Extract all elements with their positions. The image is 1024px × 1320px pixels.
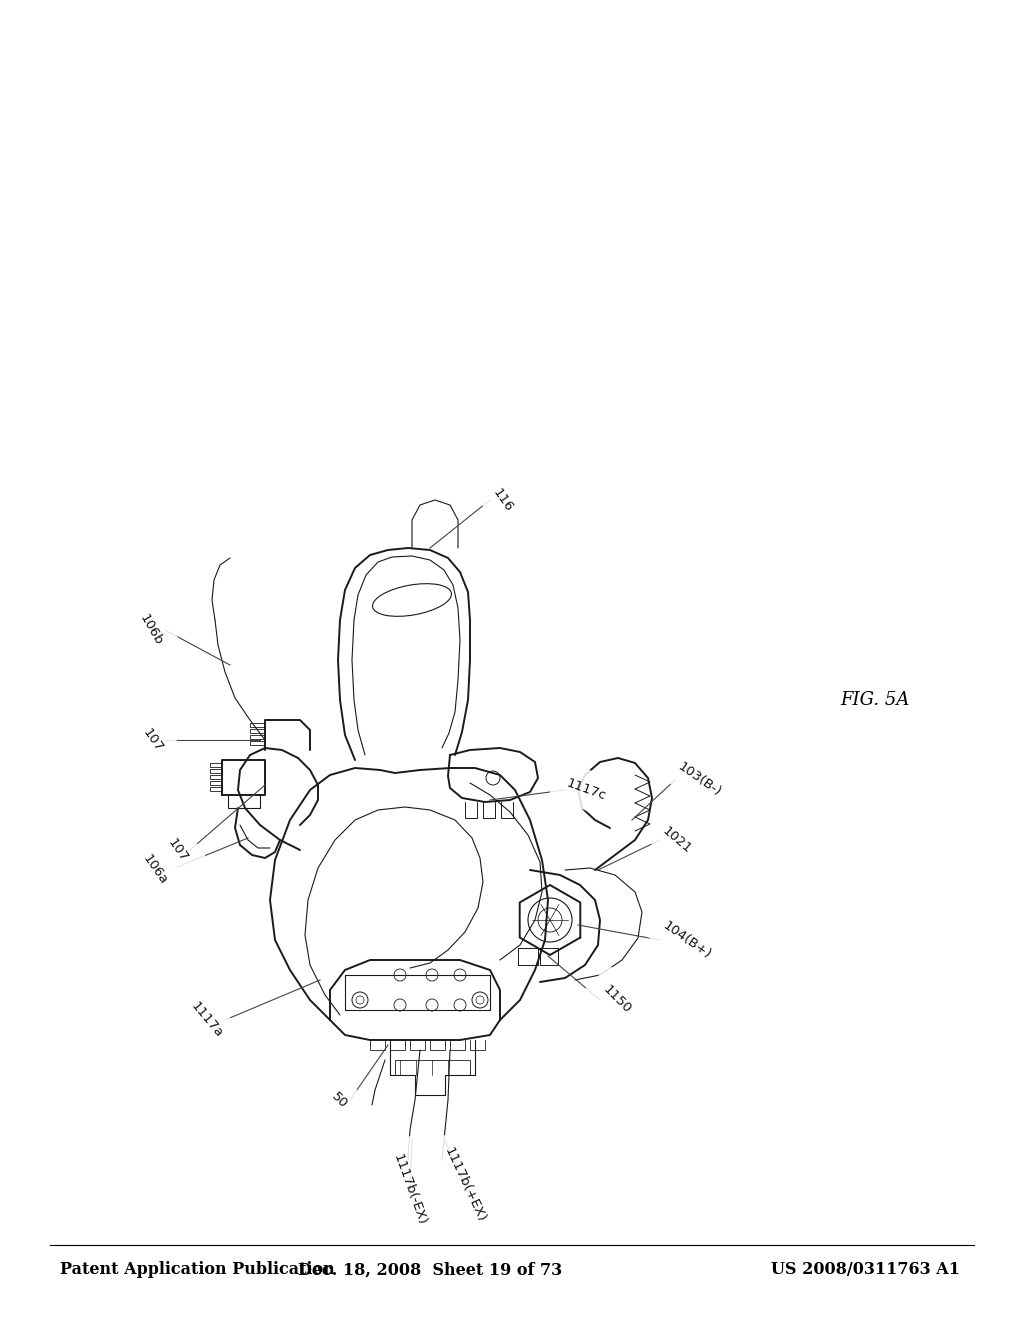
Text: 106a: 106a — [140, 853, 170, 887]
Text: Patent Application Publication: Patent Application Publication — [60, 1262, 335, 1279]
Text: 107: 107 — [165, 836, 190, 865]
Text: 104(B+): 104(B+) — [660, 919, 713, 961]
Text: 107: 107 — [140, 726, 165, 754]
Text: Dec. 18, 2008  Sheet 19 of 73: Dec. 18, 2008 Sheet 19 of 73 — [298, 1262, 562, 1279]
Text: 1117a: 1117a — [188, 999, 225, 1040]
Text: 1117b(+EX): 1117b(+EX) — [442, 1146, 488, 1225]
Text: 1117b(-EX): 1117b(-EX) — [391, 1152, 429, 1228]
Text: US 2008/0311763 A1: US 2008/0311763 A1 — [771, 1262, 961, 1279]
Text: 1150: 1150 — [600, 983, 633, 1016]
Text: FIG. 5A: FIG. 5A — [840, 690, 909, 709]
Text: 50: 50 — [329, 1089, 350, 1110]
Text: 116: 116 — [490, 486, 515, 513]
Text: 103(B-): 103(B-) — [675, 760, 723, 800]
Text: 106b: 106b — [137, 612, 165, 648]
Text: 1117c: 1117c — [565, 776, 608, 803]
Text: 1021: 1021 — [660, 824, 694, 855]
